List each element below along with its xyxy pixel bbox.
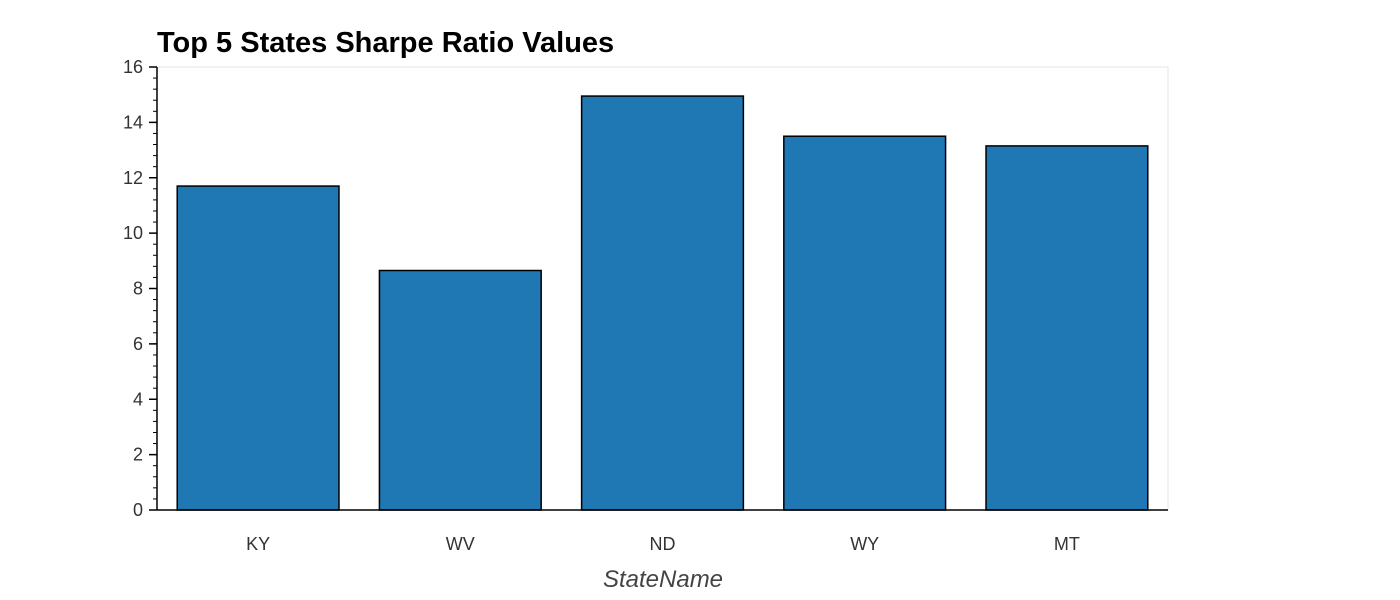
bar-nd — [580, 95, 745, 511]
y-tick-label: 2 — [133, 445, 143, 465]
y-tick-label: 6 — [133, 334, 143, 354]
x-axis-label: StateName — [603, 566, 723, 593]
bar-mt — [985, 145, 1149, 511]
y-tick-label: 4 — [133, 389, 143, 409]
x-tick-label-wy: WY — [850, 534, 879, 554]
bars-layer — [176, 95, 1149, 511]
y-tick-label: 14 — [123, 112, 143, 132]
y-axis: 0 2 4 6 8 10 12 14 16 — [123, 57, 158, 520]
x-tick-label-nd: ND — [650, 534, 676, 554]
x-tick-label-mt: MT — [1054, 534, 1080, 554]
bar-wv — [378, 269, 542, 511]
y-tick-label: 0 — [133, 500, 143, 520]
y-tick-label: 12 — [123, 168, 143, 188]
chart-title: Top 5 States Sharpe Ratio Values — [157, 27, 614, 59]
y-tick-label: 8 — [133, 279, 143, 299]
y-tick-label: 16 — [123, 57, 143, 77]
x-tick-label-ky: KY — [246, 534, 270, 554]
bar-ky — [176, 185, 340, 511]
x-axis: KY WV ND WY MT — [157, 509, 1168, 554]
x-tick-label-wv: WV — [446, 534, 475, 554]
bar-wy — [783, 135, 947, 511]
y-tick-label: 10 — [123, 223, 143, 243]
